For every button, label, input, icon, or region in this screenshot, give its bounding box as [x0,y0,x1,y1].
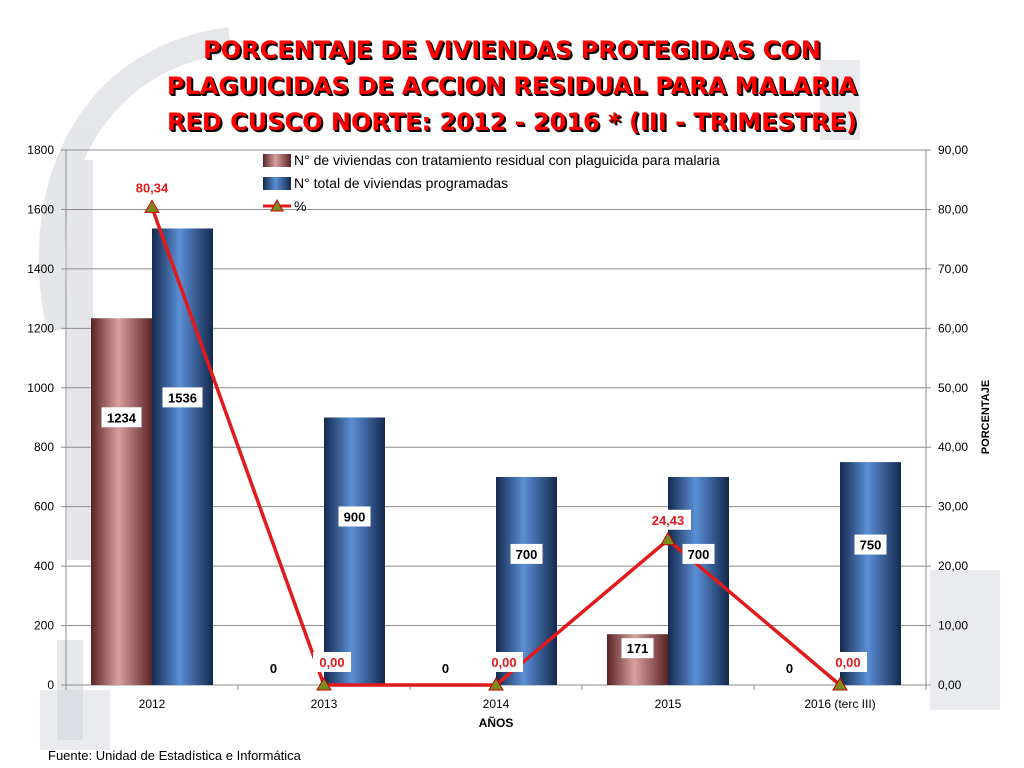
percent-marker [144,199,160,213]
label-percent: 0,00 [319,655,344,670]
y-tick-label: 1800 [27,143,54,157]
label-programmed: 900 [344,509,366,524]
label-percent: 80,34 [136,180,169,195]
bar-programmed [152,228,213,685]
legend-swatch [263,154,291,167]
label-percent-box [485,652,523,672]
y2-tick-label: 90,00 [938,143,968,157]
label-treated: 0 [270,661,277,676]
x-tick-label: 2013 [311,697,338,711]
source-note: Fuente: Unidad de Estadística e Informát… [48,748,301,763]
label-percent: 0,00 [835,655,860,670]
label-percent-box [313,652,351,672]
chart-title: PORCENTAJE DE VIVIENDAS PROTEGIDAS CON P… [0,32,1024,140]
label-treated-box [621,638,654,659]
y2-tick-label: 0,00 [938,678,962,692]
label-treated: 0 [786,661,793,676]
y-tick-label: 1000 [27,381,54,395]
label-treated-box [101,407,142,428]
x-axis-title: AÑOS [479,715,514,730]
label-percent-box [129,177,175,198]
y2-tick-label: 60,00 [938,321,968,335]
y-tick-label: 200 [34,619,54,633]
label-programmed: 700 [688,547,710,562]
percent-marker [660,531,676,546]
label-programmed-box [854,534,887,555]
label-programmed: 1536 [168,390,197,405]
bar-treated [91,318,152,685]
label-programmed: 750 [860,538,882,553]
legend-label: N° de viviendas con tratamiento residual… [294,152,720,168]
label-programmed-box [162,387,203,408]
bar-programmed [840,462,901,685]
y-tick-label: 400 [34,559,54,573]
label-percent-box [829,652,867,672]
y2-tick-label: 70,00 [938,262,968,276]
y2-tick-label: 50,00 [938,381,968,395]
label-programmed: 700 [516,547,538,562]
y-tick-label: 600 [34,500,54,514]
y2-tick-label: 40,00 [938,440,968,454]
label-treated: 1234 [107,410,137,425]
y-tick-label: 1200 [27,321,54,335]
percent-marker [488,677,504,691]
label-programmed-box [510,543,543,564]
y2-tick-label: 20,00 [938,559,968,573]
x-tick-label: 2014 [483,697,510,711]
label-percent: 24,43 [652,513,685,528]
x-tick-label: 2015 [655,697,682,711]
percent-marker [832,677,848,691]
chart-title-line-3: RED CUSCO NORTE: 2012 - 2016 * (III - TR… [166,108,858,136]
legend-swatch [263,177,291,190]
chart-title-line-2: PLAGUICIDAS DE ACCION RESIDUAL PARA MALA… [166,72,858,100]
chart-title-line-1: PORCENTAJE DE VIVIENDAS PROTEGIDAS CON [203,36,821,64]
x-tick-label: 2012 [139,697,166,711]
y-tick-label: 1600 [27,202,54,216]
y-tick-label: 1400 [27,262,54,276]
data-labels: 1234 1536 0 900 0 700 171 700 0 750 80,34 0,00 0,00 2… [101,177,887,676]
y-tick-label: 0 [47,678,54,692]
legend-label: N° total de viviendas programadas [294,175,508,191]
legend-label: % [294,198,306,214]
label-programmed-box [338,506,371,527]
percent-line [144,199,848,691]
label-percent: 0,00 [491,655,516,670]
legend: N° de viviendas con tratamiento residual… [263,152,720,214]
y2-tick-label: 10,00 [938,619,968,633]
bar-programmed [668,476,729,685]
label-treated: 171 [627,641,649,656]
y-tick-label: 800 [34,440,54,454]
label-treated: 0 [442,661,449,676]
bar-programmed [324,417,385,685]
label-percent-box [645,509,691,530]
y2-tick-label: 80,00 [938,202,968,216]
y2-axis-title: PORCENTAJE [980,380,992,454]
bars [91,228,901,685]
x-tick-label: 2016 (terc III) [804,697,875,711]
label-programmed-box [682,543,715,564]
bar-programmed [496,476,557,685]
y2-tick-label: 30,00 [938,500,968,514]
percent-marker [316,677,332,691]
legend-marker [270,198,284,212]
